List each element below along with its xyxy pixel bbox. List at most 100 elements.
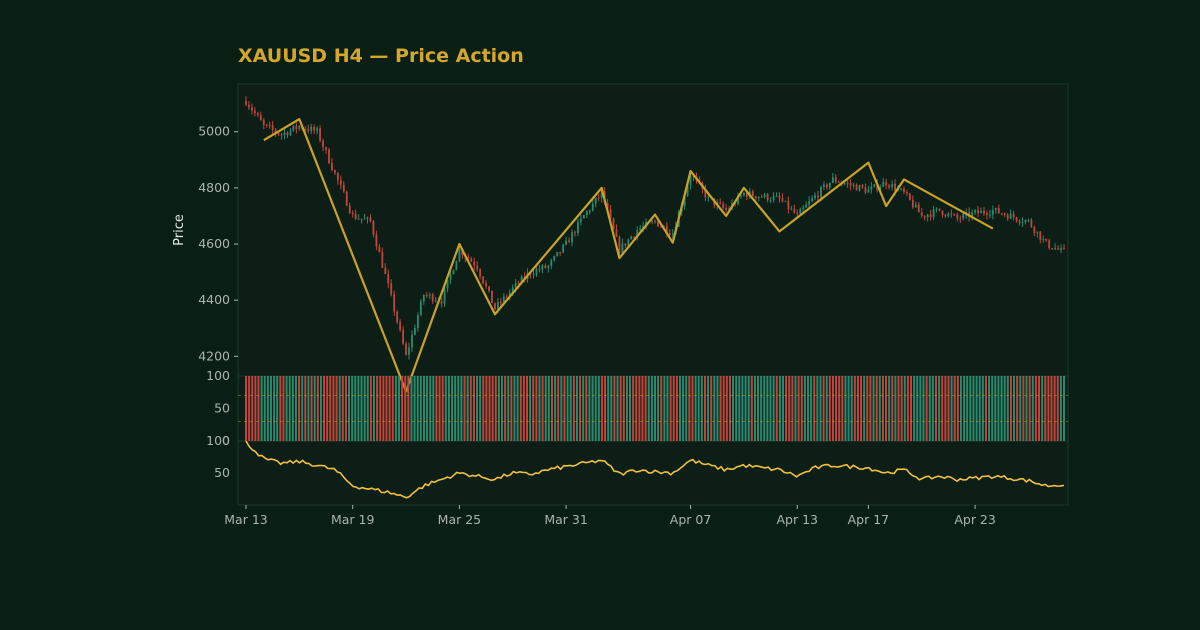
panel2-bar [304, 376, 307, 441]
panel2-bar [519, 376, 522, 441]
panel2-bar [1003, 376, 1006, 441]
panel2-bar [301, 376, 304, 441]
x-tick-label: Mar 25 [438, 512, 481, 527]
candle-body [651, 221, 653, 223]
panel2-bar [1013, 376, 1016, 441]
candle-body [544, 265, 547, 268]
panel2-bar [600, 376, 603, 441]
panel2-bar [644, 376, 647, 441]
candle-body [508, 292, 511, 297]
candle-body [621, 243, 624, 253]
candle-body [399, 322, 402, 330]
candle-body [947, 213, 950, 217]
panel2-bar [638, 376, 641, 441]
panel2-bar [532, 376, 535, 441]
panel2-bar [501, 376, 504, 441]
candle-body [381, 252, 384, 268]
candle-body [348, 205, 351, 213]
panel2-bar [1000, 376, 1003, 441]
x-tick-label: Mar 13 [224, 512, 267, 527]
panel2-bar [1016, 376, 1019, 441]
panel2-bar [1031, 376, 1034, 441]
panel2-bar [963, 376, 966, 441]
panel2-bar [357, 376, 360, 441]
panel2-bar [263, 376, 266, 441]
panel2-bar [369, 376, 372, 441]
candle-body [393, 294, 396, 312]
candle-body [879, 186, 882, 191]
candle-body [491, 290, 493, 304]
candle-body [345, 191, 348, 206]
candle-body [505, 296, 508, 298]
candle-body [331, 163, 333, 171]
panel2-bar [641, 376, 644, 441]
panel2-bar [326, 376, 329, 441]
candle-body [615, 229, 618, 237]
candle-body [846, 183, 849, 185]
panel2-bar [1025, 376, 1028, 441]
candle-body [597, 197, 600, 199]
candle-body [796, 212, 799, 214]
panel2-bar [1041, 376, 1044, 441]
panel2-bar [575, 376, 578, 441]
panel2-bar [460, 376, 463, 441]
candle-body [725, 207, 728, 211]
candle-body [704, 189, 707, 198]
panel2-bar [629, 376, 632, 441]
panel-frame-1 [237, 83, 1069, 377]
panel2-bar [294, 376, 297, 441]
panel2-bar [919, 376, 922, 441]
panel2-bar [822, 376, 825, 441]
candle-body [585, 211, 588, 216]
panel2-bar [1006, 376, 1009, 441]
candle-body [903, 188, 905, 192]
panel2-bar [610, 376, 613, 441]
panel2-bar [279, 376, 282, 441]
panel2-bar [351, 376, 354, 441]
panel2-bar [738, 376, 741, 441]
panel2-bar [341, 376, 344, 441]
candle-body [304, 128, 307, 130]
candle-body [559, 251, 562, 253]
panel2-bar [522, 376, 525, 441]
candle-body [606, 202, 609, 210]
candle-body [849, 183, 852, 186]
panel2-bar [1059, 376, 1062, 441]
panel2-bar [778, 376, 781, 441]
candle-body [630, 236, 633, 240]
candle-body [1030, 219, 1033, 227]
panel2-bar [385, 376, 388, 441]
panel2-bar [554, 376, 557, 441]
panel2-bar [516, 376, 519, 441]
candle-body [405, 343, 407, 355]
panel2-bar [978, 376, 981, 441]
panel2-bar [269, 376, 272, 441]
candle-body [473, 261, 476, 266]
panel2-bar [435, 376, 438, 441]
candle-body [683, 195, 686, 206]
panel2-bar [1056, 376, 1059, 441]
candle-body [328, 149, 330, 164]
panel2-bar [732, 376, 735, 441]
panel2-bar [728, 376, 731, 441]
panel2-bar [354, 376, 357, 441]
candle-body [825, 184, 828, 188]
panel2-bar [429, 376, 432, 441]
candle-body [375, 234, 378, 247]
panel2-bar [560, 376, 563, 441]
panel2-bar [747, 376, 750, 441]
y-tick-label: 4400 [198, 292, 230, 307]
candle-body [671, 233, 674, 235]
panel2-bar [313, 376, 316, 441]
panel2-bar [878, 376, 881, 441]
panel2-bar [307, 376, 310, 441]
panel2-bar [703, 376, 706, 441]
candle-body [737, 195, 739, 204]
candle-body [1054, 248, 1057, 250]
candle-body [908, 193, 911, 200]
panel2-bar [569, 376, 572, 441]
candle-body [906, 191, 908, 194]
panel2-bar [816, 376, 819, 441]
candle-body [574, 232, 576, 234]
